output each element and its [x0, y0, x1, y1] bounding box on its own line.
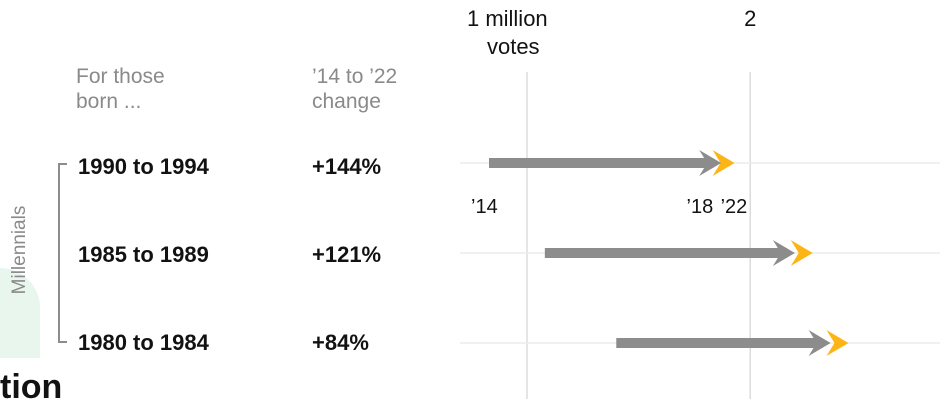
row-label-1980-1984: 1980 to 1984 — [78, 330, 209, 355]
change-header-line1: ’14 to ’22 — [312, 65, 398, 88]
bracket-label-backdrop — [9, 238, 41, 264]
born-header-line2: born ... — [76, 90, 142, 113]
row-label-1985-1989: 1985 to 1989 — [78, 242, 209, 267]
arrow-head-2022-row-1 — [790, 240, 813, 266]
change-column-header: ’14 to ’22 change — [312, 64, 432, 114]
bracket-top-tick — [58, 163, 67, 165]
arrow-chart: 1 million votes 2 ’14 ’18 ’22 — [460, 6, 940, 399]
cut-off-heading: tion — [0, 368, 63, 406]
x-tick-label-0: 1 million — [467, 6, 548, 31]
arrow-head-2022-row-0 — [712, 150, 735, 176]
x-tick-label-1: 2 — [744, 6, 756, 31]
arrow-head-2018-row-0 — [699, 150, 722, 176]
x-tick-label-0-line2: votes — [487, 34, 540, 59]
arrow-head-2018-row-1 — [772, 240, 795, 266]
born-header-line1: For those — [76, 65, 165, 88]
bracket-label-millennials: Millennials — [9, 205, 30, 295]
bracket-vertical-line — [58, 163, 60, 343]
row-label-1990-1994: 1990 to 1994 — [78, 154, 209, 179]
arrow-head-2022-row-2 — [826, 330, 849, 356]
bracket-bottom-tick — [58, 341, 67, 343]
year-label-2018: ’18 — [687, 196, 714, 218]
row-change-1980-1984: +84% — [312, 330, 369, 355]
born-column-header: For those born ... — [76, 64, 246, 114]
year-label-2014: ’14 — [471, 196, 498, 218]
year-label-2022: ’22 — [721, 196, 748, 218]
row-change-1985-1989: +121% — [312, 242, 382, 267]
arrow-head-2018-row-2 — [808, 330, 831, 356]
change-header-line2: change — [312, 90, 381, 113]
row-change-1990-1994: +144% — [312, 154, 382, 179]
